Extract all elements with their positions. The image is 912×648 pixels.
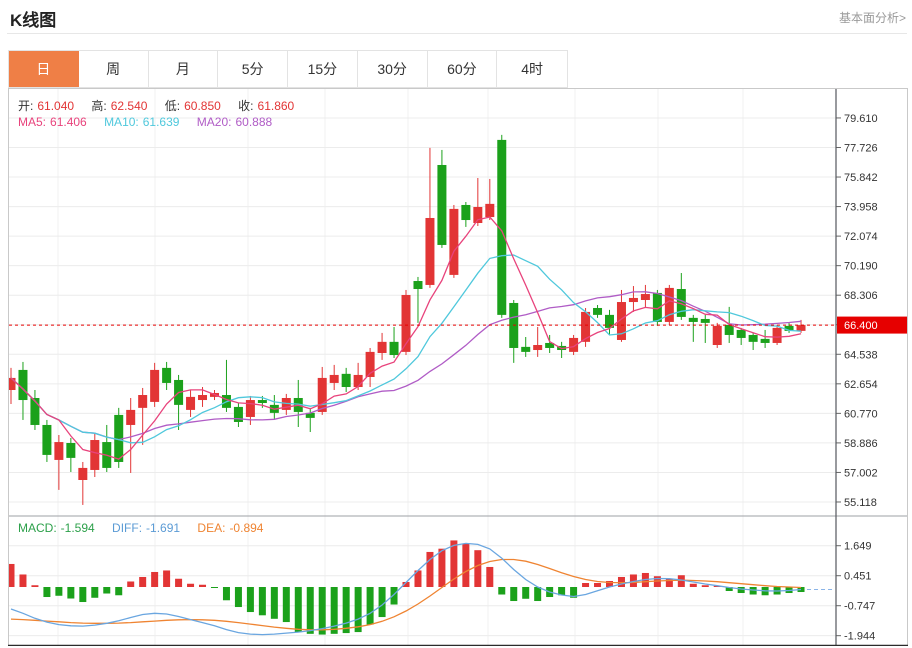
svg-text:77.726: 77.726 xyxy=(844,142,878,154)
svg-text:70.190: 70.190 xyxy=(844,261,878,273)
svg-text:75.842: 75.842 xyxy=(844,172,878,184)
svg-text:57.002: 57.002 xyxy=(844,467,878,479)
fundamental-analysis-link[interactable]: 基本面分析> xyxy=(838,11,906,25)
period-tab-30分[interactable]: 30分 xyxy=(357,51,428,87)
svg-text:60.770: 60.770 xyxy=(844,408,878,420)
header-divider xyxy=(7,33,907,34)
svg-text:58.886: 58.886 xyxy=(844,438,878,450)
chart-frame: 1.649 0.451 -0.747 -1.944 79.610 77.726 75.842… xyxy=(8,88,908,646)
svg-text:64.538: 64.538 xyxy=(844,349,878,361)
svg-text:62.654: 62.654 xyxy=(844,379,878,391)
svg-text:68.306: 68.306 xyxy=(844,290,878,302)
period-tab-5分[interactable]: 5分 xyxy=(218,51,288,87)
kline-candlestick-chart[interactable]: 1.649 0.451 -0.747 -1.944 79.610 77.726 75.842… xyxy=(8,88,908,646)
period-tab-15分[interactable]: 15分 xyxy=(288,51,358,87)
svg-text:-0.747: -0.747 xyxy=(844,601,875,613)
period-tab-60分[interactable]: 60分 xyxy=(427,51,498,87)
svg-text:0.451: 0.451 xyxy=(844,571,872,583)
svg-text:-1.944: -1.944 xyxy=(844,631,875,643)
svg-text:1.649: 1.649 xyxy=(844,541,872,553)
svg-text:79.610: 79.610 xyxy=(844,113,878,125)
svg-text:55.118: 55.118 xyxy=(844,497,877,509)
period-tab-日[interactable]: 日 xyxy=(9,51,79,87)
period-tabbar: 日周月 5分 15分 30分 60分 4时 xyxy=(8,50,568,88)
svg-text:72.074: 72.074 xyxy=(844,231,878,243)
current-price-tag: 66.400 xyxy=(844,320,878,332)
period-tab-4时[interactable]: 4时 xyxy=(497,51,567,87)
period-tab-月[interactable]: 月 xyxy=(148,51,219,87)
page-title: K线图 xyxy=(10,11,57,30)
svg-text:73.958: 73.958 xyxy=(844,202,878,214)
period-tab-周[interactable]: 周 xyxy=(78,51,149,87)
